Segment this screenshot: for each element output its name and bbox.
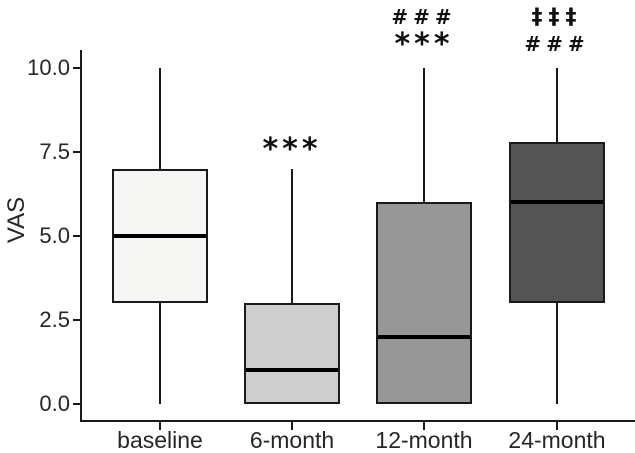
- x-tick-label: baseline: [117, 427, 203, 453]
- upper-whisker: [291, 168, 293, 304]
- significance-annotation: ***: [262, 131, 322, 167]
- x-tick: [291, 422, 293, 430]
- box-6-month: [244, 303, 340, 404]
- significance-annotations: ‡‡‡ ###: [487, 4, 627, 58]
- significance-annotation: ***: [394, 27, 454, 62]
- upper-whisker: [556, 68, 558, 142]
- upper-whisker: [423, 68, 425, 203]
- y-tick: [73, 319, 81, 321]
- significance-annotations: ***: [222, 131, 362, 167]
- y-tick: [73, 151, 81, 153]
- median-line: [378, 335, 470, 339]
- y-tick-label: 5.0: [39, 223, 70, 248]
- significance-annotation: ‡‡‡: [531, 5, 583, 30]
- y-tick: [73, 67, 81, 69]
- x-axis-line: [80, 420, 635, 422]
- x-tick: [159, 422, 161, 430]
- y-tick-label: 7.5: [39, 139, 70, 164]
- y-tick-label: 10.0: [27, 55, 70, 80]
- y-tick-label: 0.0: [39, 391, 70, 416]
- lower-whisker: [159, 303, 161, 404]
- y-tick-label: 2.5: [39, 307, 70, 332]
- lower-whisker: [556, 303, 558, 404]
- box-24-month: [509, 141, 605, 304]
- x-tick-label: 12-month: [375, 427, 473, 453]
- y-tick: [73, 403, 81, 405]
- box-12-month: [376, 202, 472, 404]
- median-line: [246, 368, 338, 372]
- x-tick-label: 6-month: [249, 427, 335, 453]
- significance-annotation: ###: [391, 5, 457, 29]
- median-line: [114, 234, 206, 238]
- x-tick: [423, 422, 425, 430]
- median-line: [511, 200, 603, 204]
- significance-annotation: ###: [524, 32, 590, 56]
- upper-whisker: [159, 68, 161, 169]
- significance-annotations: ### ***: [354, 4, 494, 62]
- x-tick: [556, 422, 558, 430]
- y-axis-line: [80, 50, 82, 422]
- y-tick: [73, 235, 81, 237]
- x-tick-label: 24-month: [508, 427, 606, 453]
